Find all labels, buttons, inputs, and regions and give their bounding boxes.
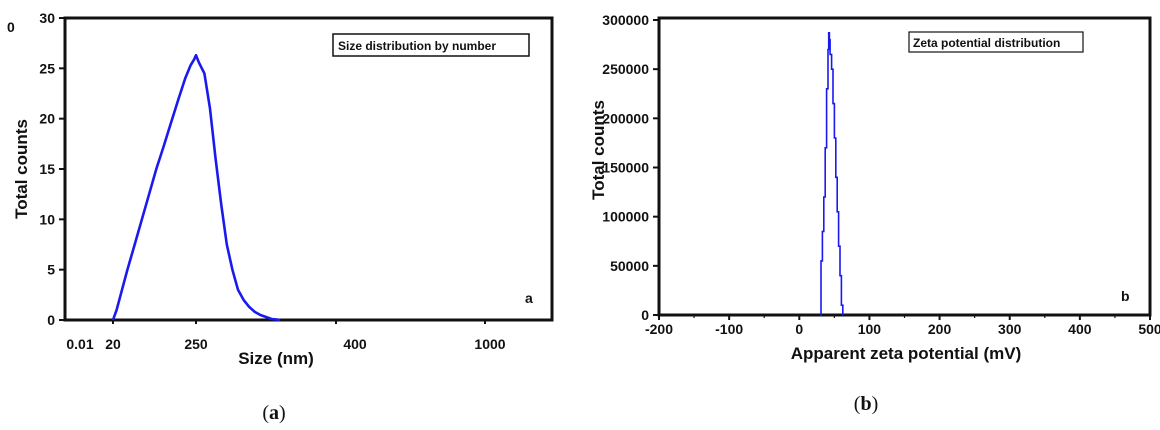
legend-b: Zeta potential distribution	[908, 31, 1084, 53]
y-tick-label-a: 20	[39, 111, 55, 127]
y-tick-label-b: 50000	[610, 258, 649, 274]
x-tick-label-b: -200	[645, 321, 673, 337]
y-tick-label-b: 150000	[602, 160, 649, 176]
panel-b: 0 50000 100000 150000 200000 250000 300000 -20…	[589, 12, 1160, 363]
y-tick-label-b: 250000	[602, 61, 649, 77]
y-tick-label-a: 25	[39, 60, 55, 76]
x-tick-label-b: 0	[795, 321, 803, 337]
x-axis-b: -200 -100 0 100 200 300 400 500	[645, 315, 1160, 337]
legend-box-b	[908, 31, 1084, 53]
y-axis-title-b: Total counts	[589, 100, 608, 200]
x-tick-label-b: -100	[715, 321, 743, 337]
y-tick-label-a: 10	[39, 211, 55, 227]
y-tick-label-b: 300000	[602, 12, 649, 28]
plot-area-a	[63, 16, 554, 322]
y-tick-label-a: 15	[39, 161, 55, 177]
y-axis-a: 0 5 10 15 20 25 30	[39, 10, 65, 328]
panel-a: 0 5 10 15 20 25 30 0.01 20 250 400 1000 Size distr…	[7, 10, 554, 368]
legend-text-a: Size distribution by number	[338, 39, 496, 53]
panel-label-b: b	[1121, 288, 1130, 304]
y-tick-label-a: 0	[47, 312, 55, 328]
x-tick-label-a: 0.01	[66, 336, 93, 352]
x-tick-label-a: 20	[105, 336, 121, 352]
caption-a-letter: a	[269, 402, 279, 424]
x-tick-label-b: 500	[1138, 321, 1160, 337]
x-tick-label-b: 200	[928, 321, 952, 337]
panel-label-a: a	[525, 290, 533, 306]
x-tick-label-a: 1000	[474, 336, 505, 352]
series-line-b	[820, 31, 844, 316]
y-axis-b: 0 50000 100000 150000 200000 250000 300000	[602, 12, 659, 323]
x-tick-label-b: 100	[858, 321, 882, 337]
legend-box-a	[332, 33, 530, 57]
x-tick-label-b: 300	[998, 321, 1022, 337]
y-tick-label-a: 5	[47, 262, 55, 278]
x-axis-a: 0.01 20 250 400 1000	[66, 320, 506, 352]
y-tick-label-b: 200000	[602, 110, 649, 126]
plot-area-b	[657, 16, 1152, 317]
caption-a: (a)	[262, 402, 285, 424]
legend-text-b: Zeta potential distribution	[913, 36, 1060, 50]
caption-b: (b)	[854, 393, 878, 415]
y-tick-label-b: 0	[641, 307, 649, 323]
series-line-a	[111, 53, 281, 322]
x-tick-label-a: 250	[184, 336, 208, 352]
x-tick-label-a: 400	[343, 336, 367, 352]
legend-a: Size distribution by number	[332, 33, 530, 57]
y-axis-title-a: Total counts	[12, 119, 31, 219]
y-tick-label-b: 100000	[602, 209, 649, 225]
x-tick-label-b: 400	[1068, 321, 1092, 337]
x-axis-title-a: Size (nm)	[238, 349, 314, 368]
y-tick-label-a: 30	[39, 10, 55, 26]
x-axis-title-b: Apparent zeta potential (mV)	[791, 344, 1021, 363]
stray-zero-label: 0	[7, 19, 15, 35]
caption-b-letter: b	[860, 393, 871, 415]
